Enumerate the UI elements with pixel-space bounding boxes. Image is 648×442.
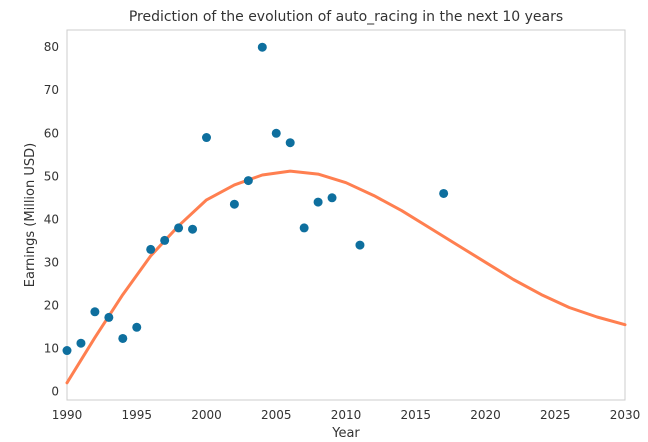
y-tick-label: 40 xyxy=(44,212,59,226)
x-tick-label: 2000 xyxy=(191,408,222,422)
data-point xyxy=(174,223,184,233)
data-point xyxy=(355,240,365,250)
x-tick-label: 2020 xyxy=(470,408,501,422)
y-axis-ticks: 0 10 20 30 40 50 60 70 80 xyxy=(44,40,59,398)
y-tick-label: 0 xyxy=(51,384,59,398)
x-axis-ticks: 1990 1995 2000 2005 2010 2015 2020 2025 2030 xyxy=(52,408,641,422)
y-tick-label: 10 xyxy=(44,341,59,355)
data-point xyxy=(313,197,323,207)
data-point xyxy=(188,224,198,234)
data-point xyxy=(299,223,309,233)
x-tick-label: 2030 xyxy=(610,408,641,422)
data-point xyxy=(285,138,295,148)
y-tick-label: 70 xyxy=(44,83,59,97)
x-tick-label: 2005 xyxy=(261,408,292,422)
series-layer xyxy=(62,42,627,385)
x-axis-label: Year xyxy=(331,426,360,441)
data-point xyxy=(146,244,156,254)
y-tick-label: 60 xyxy=(44,126,59,140)
data-point xyxy=(104,312,114,322)
data-point xyxy=(62,346,72,356)
data-point xyxy=(257,42,267,52)
data-point xyxy=(243,176,253,186)
plot-area xyxy=(66,29,626,401)
chart-title: Prediction of the evolution of auto_raci… xyxy=(129,9,563,25)
x-tick-label: 1990 xyxy=(52,408,83,422)
data-point xyxy=(76,338,86,348)
y-tick-label: 20 xyxy=(44,298,59,312)
data-point xyxy=(90,307,100,317)
data-point xyxy=(327,193,337,203)
x-tick-label: 2010 xyxy=(331,408,362,422)
prediction-line xyxy=(65,169,627,385)
data-point xyxy=(118,333,128,343)
y-tick-label: 30 xyxy=(44,255,59,269)
y-tick-label: 80 xyxy=(44,40,59,54)
y-axis-label: Earnings (Million USD) xyxy=(23,143,38,287)
data-point xyxy=(132,322,142,332)
x-tick-label: 2025 xyxy=(540,408,571,422)
data-point xyxy=(229,199,239,209)
y-tick-label: 50 xyxy=(44,169,59,183)
x-tick-label: 2015 xyxy=(400,408,431,422)
x-tick-label: 1995 xyxy=(121,408,152,422)
data-point xyxy=(202,133,211,143)
data-point xyxy=(439,188,449,198)
data-point xyxy=(160,235,170,245)
data-point xyxy=(271,128,281,138)
